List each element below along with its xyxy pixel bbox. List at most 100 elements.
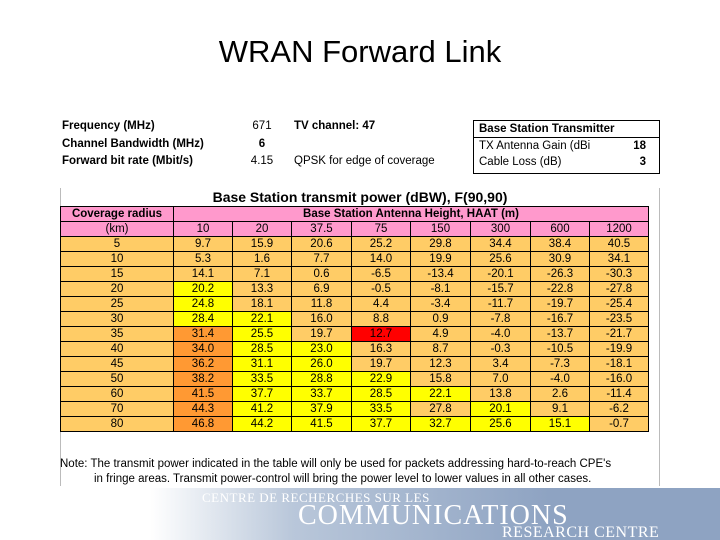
power-cell: -30.3 [589,266,649,282]
radius-cell: 70 [60,401,174,417]
power-cell: -0.5 [351,281,411,297]
radius-cell: 40 [60,341,174,357]
power-cell: 25.5 [232,326,292,342]
radius-cell: 50 [60,371,174,387]
power-cell: -13.7 [530,326,590,342]
power-cell: -6.5 [351,266,411,282]
power-cell: 0.6 [291,266,352,282]
height-header-cell: 600 [530,221,590,237]
power-cell: 12.3 [410,356,471,372]
power-cell: 9.1 [530,401,590,417]
table-row: 70 44.3 41.2 37.9 33.5 27.8 20.1 9.1 -6.2 [60,401,649,417]
power-cell: -4.0 [530,371,590,387]
power-cell: 25.2 [351,236,411,252]
power-cell: 29.8 [410,236,471,252]
power-cell: 32.7 [410,416,471,432]
table-row: 30 28.4 22.1 16.0 8.8 0.9 -7.8 -16.7 -23.5 [60,311,649,327]
power-cell: -19.7 [530,296,590,312]
power-cell: 8.8 [351,311,411,327]
power-cell: 8.7 [410,341,471,357]
height-header-cell: 1200 [589,221,649,237]
power-cell: 15.9 [232,236,292,252]
table-row: 25 24.8 18.1 11.8 4.4 -3.4 -11.7 -19.7 -25.4 [60,296,649,312]
table-row: 60 41.5 37.7 33.7 28.5 22.1 13.8 2.6 -11.4 [60,386,649,402]
power-cell: 12.7 [351,326,411,342]
power-cell: 28.8 [291,371,352,387]
tx-gain-value: 18 [633,140,646,152]
power-cell: -0.3 [470,341,531,357]
power-cell: 40.5 [589,236,649,252]
power-cell: 27.8 [410,401,471,417]
height-header-cell: 37.5 [291,221,352,237]
power-cell: 25.6 [470,416,531,432]
power-cell: -22.8 [530,281,590,297]
power-cell: 14.1 [173,266,233,282]
radius-cell: 20 [60,281,174,297]
slide-title: WRAN Forward Link [218,34,502,69]
power-cell: 37.9 [291,401,352,417]
power-cell: 34.0 [173,341,233,357]
power-cell: 20.6 [291,236,352,252]
transmit-power-table: Coverage radius Base Station Antenna Hei… [60,206,649,432]
power-cell: -11.4 [589,386,649,402]
power-cell: 31.4 [173,326,233,342]
power-cell: 46.8 [173,416,233,432]
power-cell: 38.2 [173,371,233,387]
transmitter-title: Base Station Transmitter [474,121,659,138]
power-cell: -13.4 [410,266,471,282]
power-cell: 16.3 [351,341,411,357]
power-cell: -6.2 [589,401,649,417]
power-cell: 33.7 [291,386,352,402]
power-cell: 30.9 [530,251,590,267]
power-cell: 7.0 [470,371,531,387]
power-cell: 34.1 [589,251,649,267]
table-row: 40 34.0 28.5 23.0 16.3 8.7 -0.3 -10.5 -19.9 [60,341,649,357]
frequency-label: Frequency (MHz) [62,120,155,132]
power-cell: -19.9 [589,341,649,357]
antenna-height-header: Base Station Antenna Height, HAAT (m) [173,206,649,222]
power-cell: -15.7 [470,281,531,297]
power-cell: 44.2 [232,416,292,432]
height-header-cell: 75 [351,221,411,237]
radius-cell: 60 [60,386,174,402]
power-cell: 23.0 [291,341,352,357]
power-cell: -26.3 [530,266,590,282]
power-cell: 13.8 [470,386,531,402]
power-cell: 37.7 [232,386,292,402]
radius-cell: 30 [60,311,174,327]
radius-cell: 35 [60,326,174,342]
height-header-cell: 20 [232,221,292,237]
power-cell: -10.5 [530,341,590,357]
radius-cell: 80 [60,416,174,432]
power-cell: -25.4 [589,296,649,312]
power-cell: 18.1 [232,296,292,312]
tx-gain-row: TX Antenna Gain (dBi 18 [479,140,654,156]
tx-gain-label: TX Antenna Gain (dBi [479,140,591,152]
power-cell: 19.9 [410,251,471,267]
coverage-radius-header: Coverage radius [60,206,174,222]
tv-channel-note: TV channel: 47 [294,120,376,132]
frequency-value: 671 [252,120,272,132]
table-row: 45 36.2 31.1 26.0 19.7 12.3 3.4 -7.3 -18.1 [60,356,649,372]
power-cell: -21.7 [589,326,649,342]
height-header-cell: 150 [410,221,471,237]
power-cell: 44.3 [173,401,233,417]
crc-footer-banner: CENTRE DE RECHERCHES SUR LES COMMUNICATI… [150,488,720,540]
power-cell: 13.3 [232,281,292,297]
power-cell: 19.7 [291,326,352,342]
power-cell: 36.2 [173,356,233,372]
radius-cell: 25 [60,296,174,312]
power-cell: 1.6 [232,251,292,267]
power-cell: 38.4 [530,236,590,252]
bitrate-value: 4.15 [250,155,274,167]
power-cell: 6.9 [291,281,352,297]
table-row: 5 9.7 15.9 20.6 25.2 29.8 34.4 38.4 40.5 [60,236,649,252]
power-cell: -7.3 [530,356,590,372]
power-cell: 22.1 [232,311,292,327]
power-cell: 28.5 [351,386,411,402]
radius-cell: 15 [60,266,174,282]
power-cell: -8.1 [410,281,471,297]
power-cell: 9.7 [173,236,233,252]
power-cell: 34.4 [470,236,531,252]
radius-unit: (km) [60,221,174,237]
